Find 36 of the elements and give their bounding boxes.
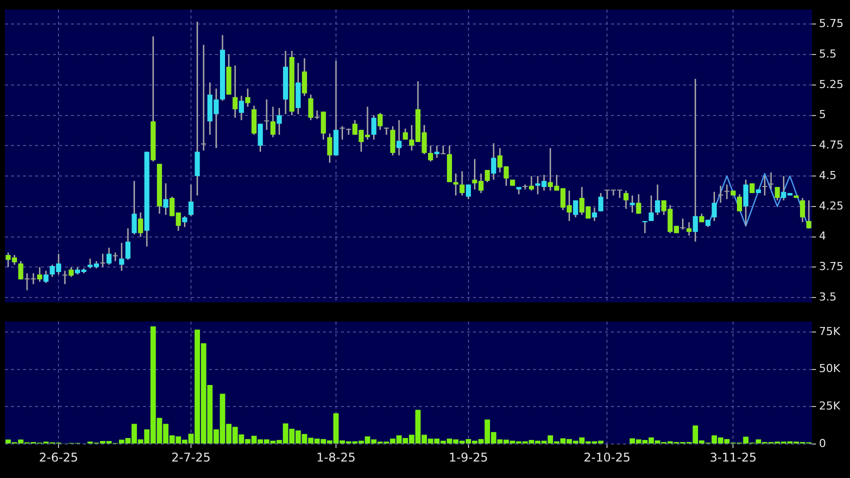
x-tick-label: 3-11-25 bbox=[710, 450, 757, 464]
candlestick bbox=[194, 22, 200, 196]
candlestick bbox=[112, 252, 118, 262]
y-tick-label: 4.75 bbox=[819, 138, 844, 152]
candlestick bbox=[724, 184, 730, 200]
candlestick bbox=[692, 78, 698, 242]
y-tick-label: 4 bbox=[819, 230, 826, 243]
x-tick-label: 2-6-25 bbox=[38, 450, 78, 464]
candlestick bbox=[201, 44, 206, 151]
y-tick-label: 5.75 bbox=[819, 17, 844, 30]
x-tick-label: 1-8-25 bbox=[316, 450, 356, 464]
y-tick-label: 25K bbox=[819, 400, 841, 413]
candlestick bbox=[718, 186, 724, 203]
y-tick-label: 50K bbox=[819, 362, 841, 376]
y-tick-label: 0 bbox=[819, 436, 826, 450]
candlestick bbox=[680, 218, 686, 230]
y-tick-label: 5.25 bbox=[819, 78, 844, 91]
y-tick-label: 3.5 bbox=[819, 290, 836, 304]
candlestick bbox=[62, 270, 68, 284]
candlestick bbox=[453, 174, 458, 196]
candlestick bbox=[340, 126, 345, 140]
candlestick bbox=[762, 176, 768, 196]
y-tick-label: 4.25 bbox=[819, 199, 844, 212]
y-tick-label: 4.5 bbox=[819, 168, 836, 182]
x-tick-label: 2-10-25 bbox=[584, 450, 631, 464]
candlestick bbox=[440, 146, 446, 154]
x-tick-label: 2-7-25 bbox=[171, 450, 211, 464]
candlestick bbox=[314, 110, 320, 119]
candlestick bbox=[100, 254, 106, 268]
y-tick-label: 5.5 bbox=[819, 47, 836, 60]
x-tick-label: 1-9-25 bbox=[448, 450, 488, 464]
y-tick-label: 75K bbox=[819, 324, 841, 338]
candlestick bbox=[384, 127, 389, 135]
candlestick bbox=[264, 100, 270, 130]
y-tick-label: 3.75 bbox=[819, 260, 844, 274]
y-tick-label: 5 bbox=[819, 108, 826, 122]
